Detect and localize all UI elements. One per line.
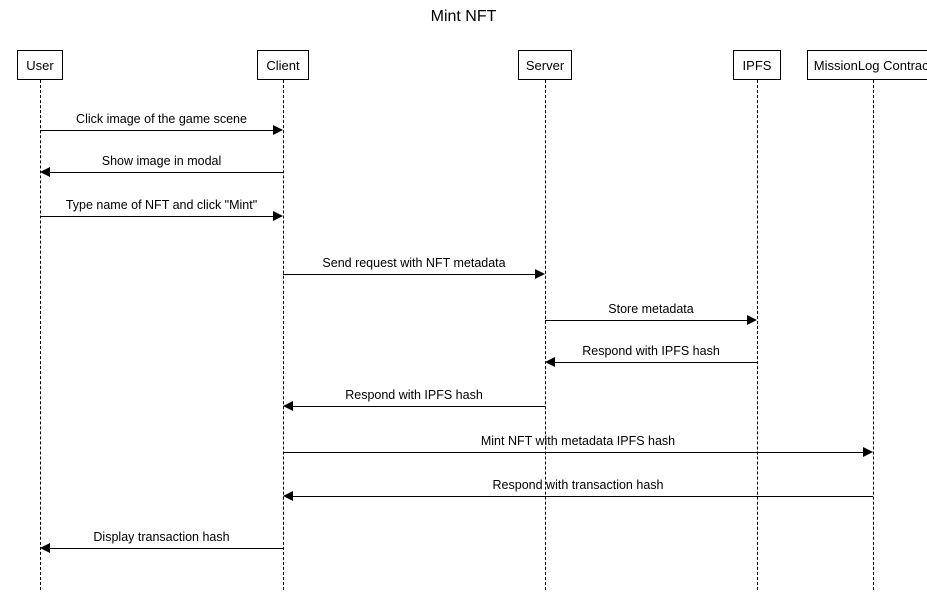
message-label: Store metadata xyxy=(608,302,693,316)
message-line xyxy=(283,452,863,453)
message-line xyxy=(283,274,535,275)
participant-ipfs: IPFS xyxy=(733,50,781,80)
arrowhead-icon xyxy=(283,401,293,411)
diagram-title: Mint NFT xyxy=(0,8,927,26)
message-label: Respond with IPFS hash xyxy=(345,388,483,402)
participant-server: Server xyxy=(518,50,572,80)
message-line xyxy=(40,130,273,131)
arrowhead-icon xyxy=(273,125,283,135)
message-line xyxy=(545,320,747,321)
lifeline-ipfs xyxy=(757,80,758,590)
message-label: Respond with IPFS hash xyxy=(582,344,720,358)
message-line xyxy=(555,362,757,363)
participant-client: Client xyxy=(257,50,309,80)
message-line xyxy=(293,496,873,497)
arrowhead-icon xyxy=(273,211,283,221)
arrowhead-icon xyxy=(535,269,545,279)
message-line xyxy=(50,172,283,173)
message-label: Respond with transaction hash xyxy=(493,478,664,492)
message-label: Send request with NFT metadata xyxy=(322,256,505,270)
lifeline-client xyxy=(283,80,284,590)
arrowhead-icon xyxy=(40,543,50,553)
arrowhead-icon xyxy=(863,447,873,457)
message-label: Show image in modal xyxy=(102,154,222,168)
participant-user: User xyxy=(17,50,63,80)
participant-contract: MissionLog Contract xyxy=(807,50,927,80)
message-line xyxy=(293,406,545,407)
arrowhead-icon xyxy=(40,167,50,177)
lifeline-server xyxy=(545,80,546,590)
sequence-diagram: Mint NFT User Client Server IPFS MissionLog … xyxy=(0,0,927,600)
arrowhead-icon xyxy=(545,357,555,367)
arrowhead-icon xyxy=(283,491,293,501)
message-label: Type name of NFT and click "Mint" xyxy=(66,198,257,212)
message-label: Click image of the game scene xyxy=(76,112,247,126)
lifeline-contract xyxy=(873,80,874,590)
message-label: Mint NFT with metadata IPFS hash xyxy=(481,434,675,448)
message-line xyxy=(50,548,283,549)
message-line xyxy=(40,216,273,217)
message-label: Display transaction hash xyxy=(93,530,229,544)
lifeline-user xyxy=(40,80,41,590)
arrowhead-icon xyxy=(747,315,757,325)
